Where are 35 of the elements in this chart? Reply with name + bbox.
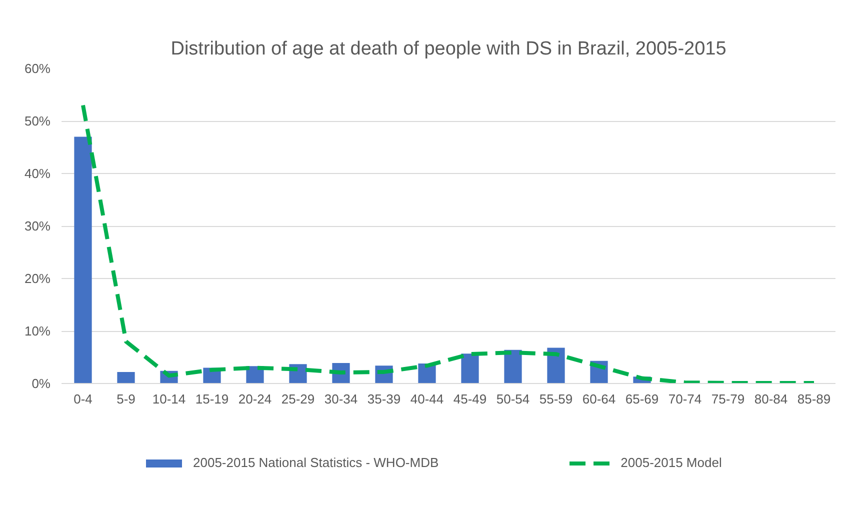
bar: [74, 136, 92, 384]
x-tick-label: 80-84: [754, 392, 788, 406]
x-tick-label: 0-4: [74, 392, 92, 406]
bar: [504, 350, 522, 384]
y-tick-label: 0%: [32, 376, 51, 391]
x-tick-label: 10-14: [152, 392, 186, 406]
chart-title: Distribution of age at death of people with DS in Brazil, 2005-2015: [170, 38, 726, 60]
x-tick-label: 45-49: [453, 392, 487, 406]
x-tick-label: 25-29: [281, 392, 315, 406]
bar: [461, 354, 479, 384]
x-tick-label: 60-64: [582, 392, 616, 406]
x-tick-label: 85-89: [797, 392, 831, 406]
x-tick-label: 5-9: [116, 392, 136, 406]
x-tick-label: 20-24: [238, 392, 272, 406]
x-tick-label: 30-34: [324, 392, 358, 406]
y-tick-label: 60%: [24, 61, 51, 76]
x-tick-label: 15-19: [195, 392, 229, 406]
bar: [547, 348, 565, 384]
legend-label: 2005-2015 Model: [620, 455, 722, 470]
x-tick-label: 65-69: [625, 392, 659, 406]
x-tick-label: 35-39: [367, 392, 401, 406]
x-tick-label: 75-79: [711, 392, 745, 406]
legend-label: 2005-2015 National Statistics - WHO-MDB: [193, 455, 439, 470]
x-tick-label: 40-44: [410, 392, 444, 406]
bar: [117, 372, 135, 384]
x-tick-label: 70-74: [668, 392, 702, 406]
y-tick-label: 20%: [24, 271, 51, 286]
y-tick-label: 10%: [24, 324, 51, 338]
bar: [418, 364, 436, 384]
y-tick-label: 50%: [24, 114, 51, 128]
y-tick-label: 30%: [24, 218, 51, 234]
x-tick-label: 55-59: [539, 392, 573, 406]
line-series: [81, 103, 816, 384]
x-tick-label: 50-54: [496, 392, 530, 406]
y-tick-label: 40%: [24, 166, 51, 181]
